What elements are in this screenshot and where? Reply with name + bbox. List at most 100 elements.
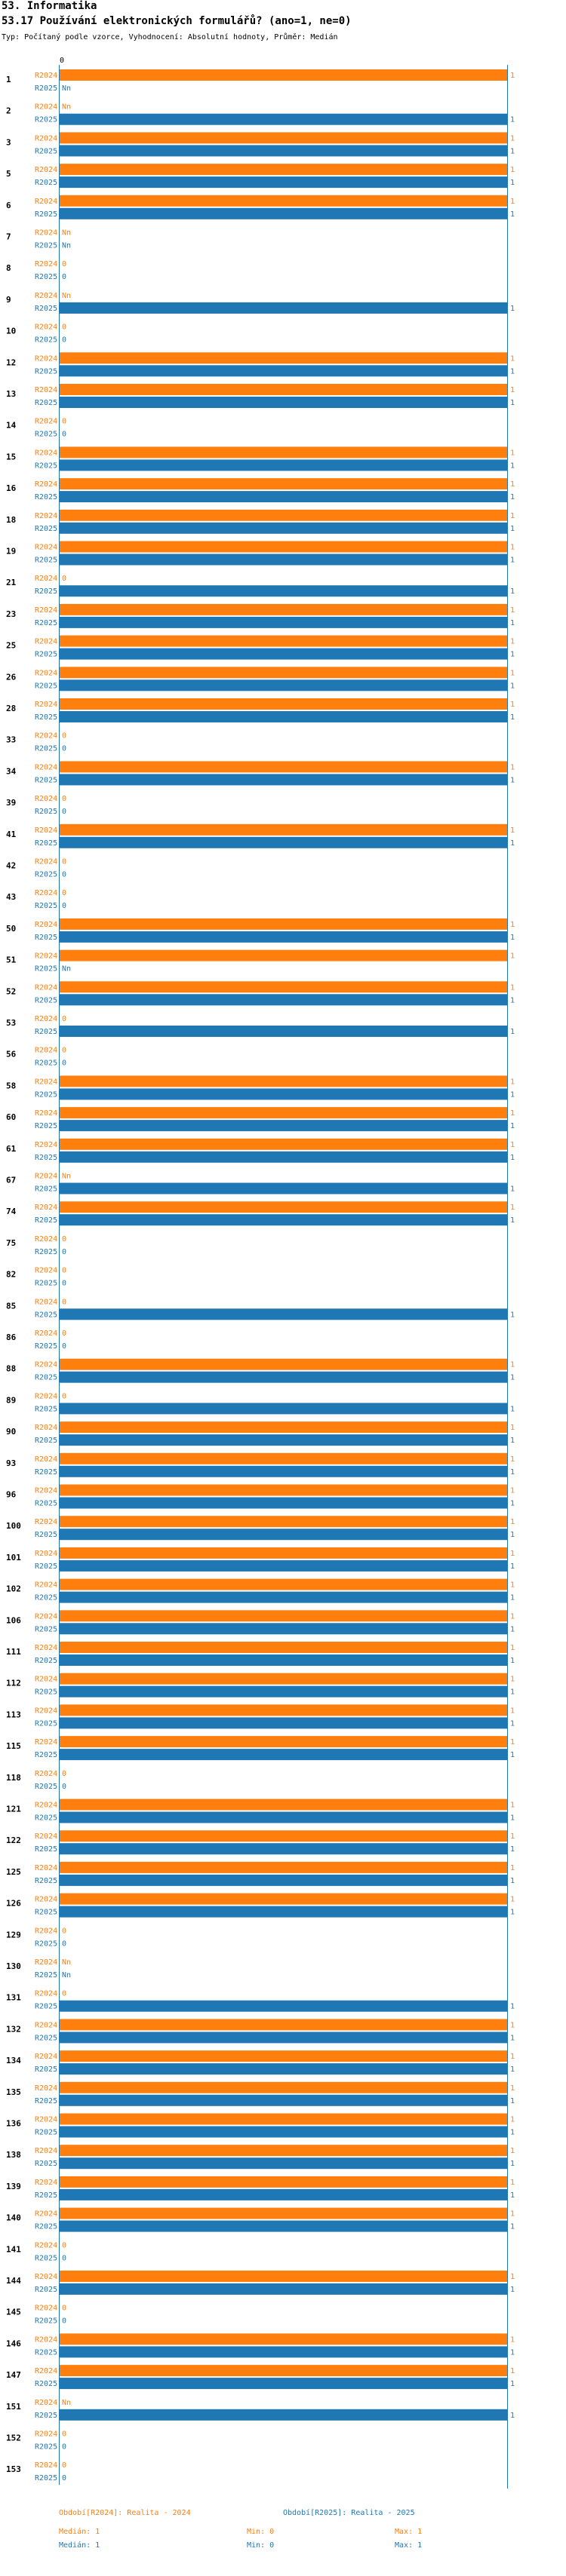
category-label: 140	[6, 2213, 21, 2223]
bar-R2025	[60, 1026, 507, 1037]
bar-R2025	[60, 1371, 507, 1383]
value-label: 1	[510, 1141, 515, 1149]
bar-R2024	[60, 164, 507, 176]
bar-R2025	[60, 1529, 507, 1541]
series-label: R2025	[35, 462, 57, 470]
series-label: R2024	[35, 1832, 57, 1841]
bar-R2025	[60, 1591, 507, 1603]
category-label: 43	[6, 892, 16, 902]
series-label: R2025	[35, 965, 57, 974]
series-label: R2024	[35, 1455, 57, 1464]
series-label: R2025	[35, 1028, 57, 1036]
bar-R2024	[60, 1138, 507, 1150]
bar-R2025	[60, 994, 507, 1006]
value-label: 0	[62, 1298, 66, 1306]
bar-R2025	[60, 397, 507, 408]
bar-R2024	[60, 698, 507, 710]
legend-2024-label: Období[R2024]: Realita - 2024	[59, 2509, 191, 2517]
bar-R2025	[60, 2188, 507, 2200]
series-label: R2025	[35, 1751, 57, 1759]
value-label: 1	[510, 179, 515, 187]
value-label: 1	[510, 776, 515, 784]
series-label: R2025	[35, 2443, 57, 2452]
value-label: 1	[510, 462, 515, 470]
series-label: R2024	[35, 889, 57, 897]
bar-R2025	[60, 585, 507, 597]
bar-R2024	[60, 478, 507, 490]
value-label: 1	[510, 367, 515, 376]
value-label: 1	[510, 839, 515, 848]
bar-R2024	[60, 949, 507, 961]
category-label: 131	[6, 1993, 21, 2003]
value-label: 1	[510, 480, 515, 489]
bar-R2025	[60, 774, 507, 786]
bar-R2025	[60, 1182, 507, 1194]
series-label: R2025	[35, 2286, 57, 2294]
series-label: R2025	[35, 2129, 57, 2137]
bar-R2025	[60, 1120, 507, 1132]
series-label: R2024	[35, 763, 57, 771]
bar-R2025	[60, 145, 507, 157]
series-label: R2024	[35, 1047, 57, 1055]
bar-R2024	[60, 541, 507, 553]
value-label: 1	[510, 2179, 515, 2187]
value-label: 1	[510, 525, 515, 533]
series-label: R2025	[35, 242, 57, 250]
bar-R2025	[60, 2094, 507, 2106]
value-label: 1	[510, 1896, 515, 1904]
series-label: R2025	[35, 996, 57, 1004]
value-label: 1	[510, 198, 515, 206]
series-label: R2024	[35, 2305, 57, 2313]
series-label: R2025	[35, 1374, 57, 1382]
bar-R2024	[60, 1799, 507, 1811]
category-label: 7	[6, 232, 11, 242]
category-label: 96	[6, 1490, 17, 1500]
bar-R2024	[60, 981, 507, 993]
category-label: 53	[6, 1018, 16, 1028]
bar-R2025	[60, 365, 507, 377]
series-label: R2024	[35, 2430, 57, 2439]
category-label: 16	[6, 483, 17, 493]
bar-R2024	[60, 2113, 507, 2125]
category-label: 42	[6, 861, 16, 871]
value-label: 1	[510, 1688, 515, 1697]
category-label: 146	[6, 2338, 21, 2348]
category-label: 111	[6, 1647, 21, 1657]
series-label: R2025	[35, 116, 57, 124]
value-label: 1	[510, 1550, 515, 1558]
category-label: 113	[6, 1710, 21, 1719]
series-label: R2025	[35, 2380, 57, 2388]
series-label: R2025	[35, 2317, 57, 2326]
value-label: 1	[510, 669, 515, 677]
value-label: 0	[62, 732, 66, 741]
series-label: R2025	[35, 2160, 57, 2168]
value-label: 0	[62, 2254, 66, 2262]
series-label: R2024	[35, 1424, 57, 1432]
chart-meta: Typ: Počítaný podle vzorce, Vyhodnocení:…	[2, 33, 338, 41]
bar-R2024	[60, 667, 507, 679]
category-label: 5	[6, 169, 11, 179]
value-label: 0	[62, 1047, 66, 1055]
series-label: R2024	[35, 386, 57, 394]
value-label: 1	[510, 1594, 515, 1602]
category-label: 151	[6, 2402, 21, 2412]
bar-R2025	[60, 1874, 507, 1886]
bar-R2025	[60, 1843, 507, 1855]
category-label: 51	[6, 955, 17, 965]
category-label: 33	[6, 735, 16, 745]
series-label: R2024	[35, 2461, 57, 2470]
legend-2024-median: Medián: 1	[59, 2528, 100, 2536]
value-label: 0	[62, 2317, 66, 2326]
category-label: 58	[6, 1081, 16, 1090]
bar-R2025	[60, 207, 507, 219]
series-label: R2025	[35, 1940, 57, 1948]
value-label: 0	[62, 1248, 66, 1256]
category-label: 89	[6, 1395, 16, 1405]
category-label: 102	[6, 1584, 21, 1594]
category-label: 112	[6, 1679, 21, 1688]
value-label: 0	[62, 2461, 66, 2470]
category-label: 132	[6, 2024, 21, 2034]
series-label: R2024	[35, 324, 57, 332]
series-label: R2024	[35, 795, 57, 803]
